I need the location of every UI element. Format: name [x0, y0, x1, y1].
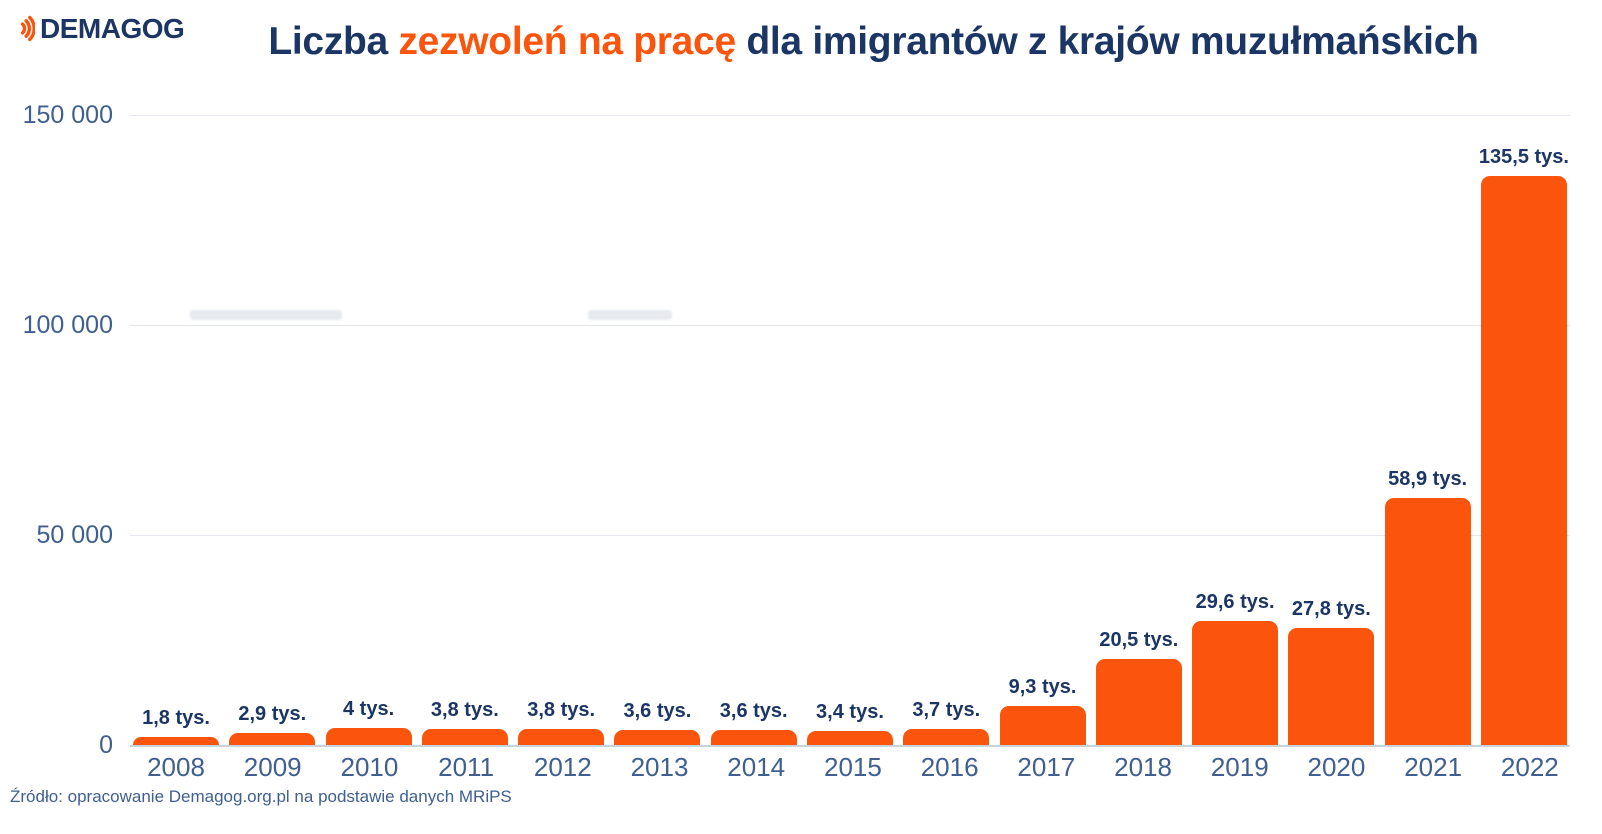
- bar-value-label: 1,8 tys.: [142, 707, 210, 729]
- bar-value-label: 20,5 tys.: [1099, 629, 1179, 651]
- bar-column: 9,3 tys.: [999, 676, 1086, 745]
- title-part1: Liczba: [268, 20, 399, 63]
- bar-2010: [325, 728, 412, 745]
- x-tick-label: 2011: [438, 752, 495, 782]
- x-tick-label: 2022: [1500, 752, 1559, 782]
- y-axis-labels: 150 000 100 000 50 000 0: [0, 0, 113, 834]
- bar-column: 3,4 tys.: [806, 701, 893, 745]
- bar-column: 135,5 tys.: [1478, 146, 1569, 745]
- bar-value-label: 3,4 tys.: [816, 701, 884, 723]
- bar-2020: [1288, 628, 1375, 745]
- bar-2019: [1192, 621, 1279, 745]
- watermark-artifact: [588, 310, 672, 320]
- bar-column: 58,9 tys.: [1384, 468, 1471, 745]
- bar-column: 3,7 tys.: [903, 699, 990, 745]
- bar-value-label: 29,6 tys.: [1195, 591, 1275, 613]
- source-note: Źródło: opracowanie Demagog.org.pl na po…: [10, 787, 512, 806]
- bar-2021: [1384, 498, 1471, 745]
- bar-2018: [1095, 659, 1182, 745]
- title-part2: dla imigrantów z krajów muzułmańskich: [735, 20, 1479, 63]
- bar-column: 27,8 tys.: [1288, 598, 1375, 745]
- bars-layer: 1,8 tys. 2,9 tys. 4 tys. 3,8 tys. 3,8 tys. 3,…: [130, 115, 1570, 745]
- bar-column: 2,9 tys.: [229, 703, 316, 745]
- x-tick-label: 2016: [920, 752, 979, 782]
- y-tick-label: 50 000: [36, 521, 113, 549]
- bar-column: 20,5 tys.: [1095, 629, 1182, 745]
- bar-column: 3,8 tys.: [518, 699, 605, 745]
- x-tick-label: 2014: [727, 752, 786, 782]
- bar-value-label: 27,8 tys.: [1291, 598, 1371, 620]
- y-tick-label: 100 000: [22, 311, 113, 339]
- x-tick-label: 2009: [243, 752, 302, 782]
- x-axis-line: [130, 745, 1570, 747]
- gridline: [130, 115, 1570, 116]
- bar-column: 3,8 tys.: [421, 699, 508, 745]
- x-tick-label: 2017: [1017, 752, 1076, 782]
- bar-2022: [1480, 176, 1567, 745]
- bar-value-label: 58,9 tys.: [1388, 468, 1468, 490]
- y-tick-label: 150 000: [22, 101, 113, 129]
- x-tick-label: 2013: [630, 752, 689, 782]
- bar-2017: [999, 706, 1086, 745]
- demagog-logo: DEMAGOG: [18, 13, 185, 45]
- bar-2013: [614, 730, 701, 745]
- bar-2016: [903, 729, 990, 745]
- x-tick-label: 2012: [533, 752, 592, 782]
- x-tick-label: 2010: [340, 752, 399, 782]
- bar-value-label: 9,3 tys.: [1008, 676, 1077, 698]
- title-highlight: zezwoleń na pracę: [398, 20, 736, 63]
- plot-area: 1,8 tys. 2,9 tys. 4 tys. 3,8 tys. 3,8 tys. 3,…: [130, 115, 1570, 747]
- gridline: [130, 535, 1570, 536]
- chart-title: Liczba zezwoleń na pracę dla imigrantów …: [170, 20, 1577, 64]
- watermark-artifact: [190, 310, 342, 320]
- x-tick-label: 2015: [824, 752, 882, 782]
- x-tick-label: 2020: [1307, 752, 1366, 782]
- signal-waves-icon: [18, 14, 35, 44]
- bar-value-label: 3,7 tys.: [912, 699, 981, 721]
- bar-2008: [133, 737, 219, 745]
- bar-value-label: 2,9 tys.: [238, 703, 307, 725]
- gridline: [130, 325, 1570, 326]
- bar-column: 3,6 tys.: [614, 700, 701, 745]
- bar-column: 1,8 tys.: [133, 707, 219, 745]
- x-tick-label: 2018: [1114, 752, 1172, 782]
- x-tick-label: 2008: [147, 752, 205, 782]
- bar-2011: [421, 729, 508, 745]
- bar-2009: [229, 733, 316, 745]
- bar-value-label: 3,8 tys.: [430, 699, 499, 721]
- bar-2015: [806, 731, 893, 745]
- logo-wordmark: DEMAGOG: [40, 13, 185, 44]
- bar-column: 29,6 tys.: [1192, 591, 1279, 745]
- bar-value-label: 3,6 tys.: [719, 700, 788, 722]
- bar-2014: [710, 730, 797, 745]
- y-tick-label: 0: [99, 731, 113, 759]
- bar-value-label: 135,5 tys.: [1478, 146, 1569, 168]
- bar-value-label: 3,6 tys.: [623, 700, 692, 722]
- bar-value-label: 3,8 tys.: [527, 699, 596, 721]
- bar-value-label: 4 tys.: [342, 698, 395, 720]
- x-tick-label: 2019: [1210, 752, 1269, 782]
- bar-column: 4 tys.: [325, 698, 412, 745]
- bar-column: 3,6 tys.: [710, 700, 797, 745]
- bar-2012: [518, 729, 605, 745]
- x-tick-label: 2021: [1404, 752, 1463, 782]
- x-axis-labels: 2008 2009 2010 2011 2012 2013 2014 2015 2016 2017…: [130, 752, 1576, 783]
